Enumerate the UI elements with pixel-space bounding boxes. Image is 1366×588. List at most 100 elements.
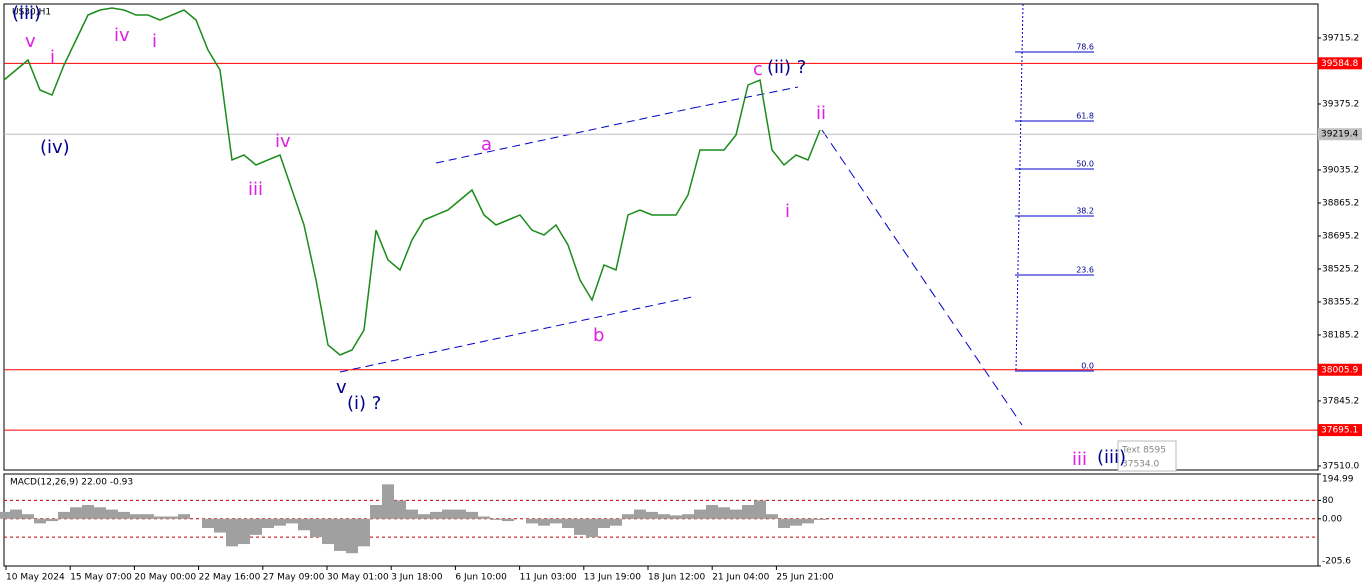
wave-label: iv	[275, 131, 291, 152]
y-tick-label: 39035.2	[1322, 165, 1359, 175]
macd-bar	[154, 516, 166, 519]
fib-label: 50.0	[1076, 160, 1094, 169]
macd-bar	[34, 518, 46, 524]
macd-bar	[526, 518, 538, 524]
fib-vertical	[1015, 3, 1024, 371]
level-label: 39584.8	[1321, 59, 1358, 69]
macd-bar	[130, 514, 142, 519]
macd-bar	[430, 511, 442, 519]
macd-title: MACD(12,26,9) 22.00 -0.93	[10, 478, 133, 488]
level-label-bg	[1318, 57, 1362, 70]
macd-bar	[658, 514, 670, 519]
tooltip: Text 8595 37534.0	[1117, 440, 1177, 472]
macd-bar	[22, 514, 34, 519]
macd-bar	[598, 518, 610, 528]
macd-bar	[346, 518, 358, 554]
x-tick-label: 13 Jun 19:00	[584, 573, 641, 583]
wave-label: iii	[1072, 449, 1087, 470]
macd-y-tick-label: 80	[1322, 496, 1334, 506]
wave-label: (i) ?	[347, 393, 381, 414]
macd-bar	[274, 518, 286, 526]
price-line	[3, 7, 821, 356]
main-frame	[3, 3, 1319, 471]
macd-bar	[694, 509, 706, 519]
macd-bar	[262, 518, 274, 528]
wave-label: i	[152, 31, 157, 52]
wave-label: iii	[248, 179, 263, 200]
wave-label: i	[785, 201, 790, 222]
macd-bar	[382, 484, 394, 519]
macd-bar	[70, 507, 82, 519]
symbol: US30,H1	[12, 8, 51, 18]
tooltip-box	[1117, 440, 1177, 472]
macd-y-tick-label: 194.99	[1322, 475, 1354, 485]
macd-bar	[58, 511, 70, 519]
wave-label: i	[50, 47, 55, 68]
macd-bar	[238, 518, 250, 545]
macd-bar	[106, 509, 118, 519]
wave-label: v	[25, 31, 36, 52]
macd-bar	[538, 518, 550, 526]
x-tick-label: 10 May 2024	[6, 573, 65, 583]
projection-line	[821, 129, 1023, 426]
macd-bar	[730, 509, 742, 519]
macd-bar	[550, 518, 562, 524]
x-tick-label: 25 Jun 21:00	[776, 573, 833, 583]
y-tick-label: 37510.0	[1322, 462, 1359, 472]
wave-label: b	[593, 325, 604, 346]
level-label-bg	[1318, 424, 1362, 437]
macd-bar	[454, 509, 466, 519]
macd-bar	[82, 505, 94, 519]
wave-label: ii	[816, 103, 826, 124]
macd-bar	[394, 500, 406, 519]
channel-lower	[339, 296, 693, 373]
macd-bar	[310, 518, 322, 538]
macd-bar	[814, 518, 826, 520]
tooltip-line: 37534.0	[1122, 460, 1159, 470]
y-tick-label: 38525.2	[1322, 264, 1359, 274]
wave-label: iv	[114, 25, 130, 46]
macd-bar	[490, 518, 502, 520]
x-tick-label: 18 Jun 12:00	[648, 573, 705, 583]
macd-bar	[322, 518, 334, 545]
macd-bar	[706, 505, 718, 519]
macd-bar	[46, 518, 58, 522]
macd-bar	[682, 514, 694, 519]
x-tick-label: 30 May 01:00	[327, 573, 389, 583]
y-tick-label: 38185.2	[1322, 330, 1359, 340]
macd-y-tick-label: -205.6	[1322, 557, 1351, 567]
y-tick-label: 38865.2	[1322, 198, 1359, 208]
fib-label: 38.2	[1076, 207, 1094, 216]
macd-bar	[754, 500, 766, 519]
macd-bar	[166, 516, 178, 519]
x-tick-label: 11 Jun 03:00	[520, 573, 577, 583]
macd-bar	[562, 518, 574, 528]
macd-bar	[286, 518, 298, 524]
x-tick-label: 6 Jun 10:00	[455, 573, 507, 583]
wave-label: (iv)	[40, 137, 70, 158]
y-tick-label: 39715.2	[1322, 34, 1359, 44]
y-tick-label: 37845.2	[1322, 396, 1359, 406]
wave-label: (iii)	[1097, 447, 1126, 468]
macd-bar	[0, 511, 10, 519]
y-tick-label: 39375.2	[1322, 99, 1359, 109]
macd-bar	[298, 518, 310, 531]
x-tick-label: 22 May 16:00	[199, 573, 261, 583]
macd-y-tick-label: 0.00	[1322, 514, 1342, 524]
macd-bar	[442, 509, 454, 519]
x-tick-label: 3 Jun 18:00	[391, 573, 443, 583]
macd-bar	[178, 514, 190, 519]
macd-bar	[370, 505, 382, 519]
level-label-bg	[1318, 363, 1362, 376]
y-tick-label: 38355.2	[1322, 297, 1359, 307]
macd-bar	[250, 518, 262, 535]
macd-bar	[478, 516, 490, 519]
current-price-bg	[1318, 128, 1362, 141]
y-tick-label: 38695.2	[1322, 231, 1359, 241]
macd-bar	[586, 518, 598, 538]
macd-bar	[406, 509, 418, 519]
macd-bar	[778, 518, 790, 528]
macd-bar	[622, 514, 634, 519]
